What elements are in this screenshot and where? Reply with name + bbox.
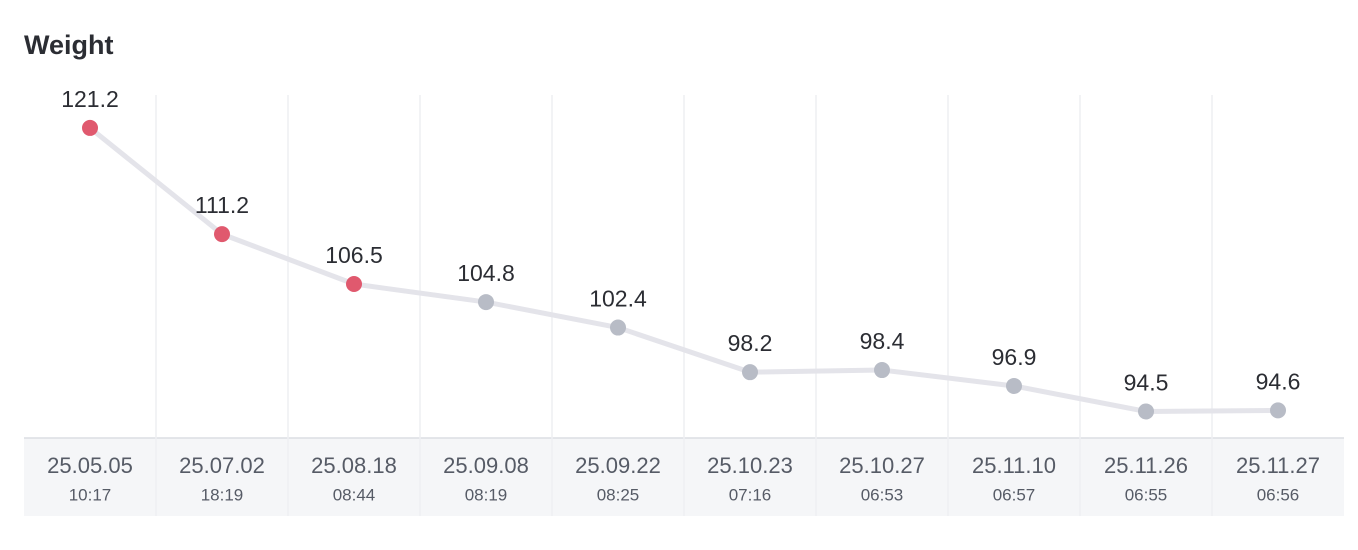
x-tick-sublabel: 08:25: [597, 485, 640, 504]
value-label: 106.5: [325, 242, 383, 268]
value-label: 98.2: [728, 330, 773, 356]
x-tick-label: 25.10.27: [839, 453, 925, 478]
point: [214, 226, 230, 243]
x-tick-label: 25.08.18: [311, 453, 397, 478]
point: [478, 294, 494, 311]
line: [87, 125, 1281, 414]
x-tick-sublabel: 08:19: [465, 485, 508, 504]
point: [1270, 402, 1286, 419]
x-tick-label: 25.11.10: [972, 453, 1056, 478]
value-label: 111.2: [195, 192, 249, 218]
point: [82, 119, 98, 136]
point: [1006, 377, 1022, 394]
x-tick-sublabel: 18:19: [201, 485, 244, 504]
x-tick-label: 25.11.26: [1104, 453, 1188, 478]
value-label: 94.6: [1256, 368, 1301, 394]
x-tick-label: 25.09.08: [443, 453, 529, 478]
value-label: 98.4: [860, 328, 905, 354]
x-tick-sublabel: 10:17: [69, 485, 112, 504]
x-tick-sublabel: 06:55: [1125, 485, 1168, 504]
x-tick-sublabel: 08:44: [333, 485, 376, 504]
x-tick-sublabel: 06:57: [993, 485, 1036, 504]
x-tick-label: 25.05.05: [47, 453, 133, 478]
value-label: 102.4: [589, 286, 647, 312]
point: [1138, 403, 1154, 420]
x-tick-sublabel: 06:56: [1257, 485, 1300, 504]
x-tick-label: 25.09.22: [575, 453, 661, 478]
x-tick-label: 25.11.27: [1236, 453, 1320, 478]
chart-title: Weight: [24, 30, 114, 60]
value-label: 104.8: [457, 260, 515, 286]
x-tick-label: 25.10.23: [707, 453, 793, 478]
point: [742, 364, 758, 381]
x-tick-sublabel: 06:53: [861, 485, 904, 504]
point: [346, 276, 362, 293]
value-label: 94.5: [1124, 370, 1169, 396]
x-tick-sublabel: 07:16: [729, 485, 772, 504]
x-tick-label: 25.07.02: [179, 453, 265, 478]
point: [874, 362, 890, 379]
value-label: 96.9: [992, 344, 1037, 370]
point: [610, 319, 626, 336]
value-label: 121.2: [61, 86, 119, 112]
